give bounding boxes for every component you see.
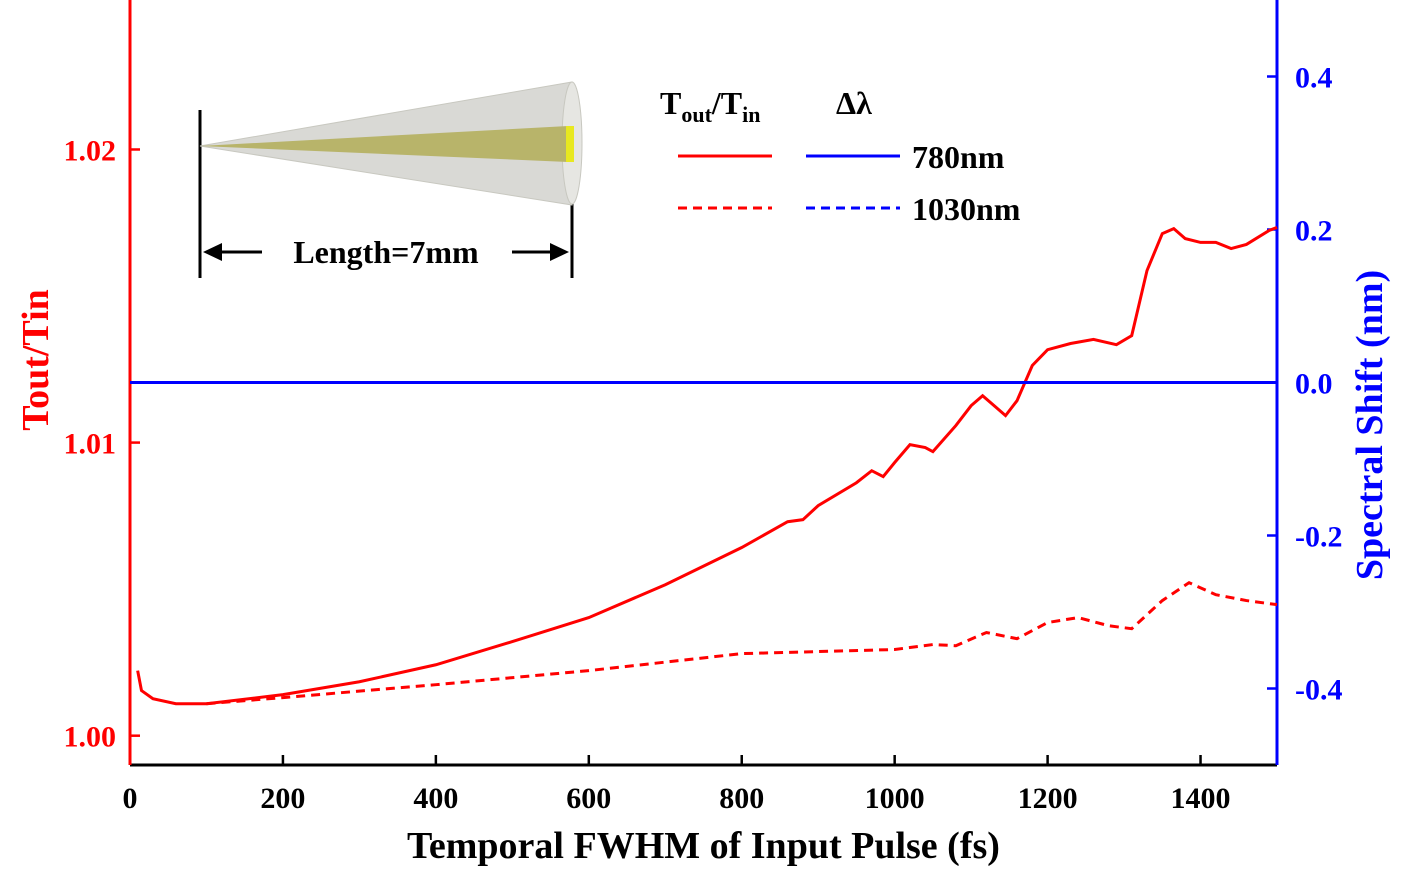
annotation: Length=7mm	[293, 234, 479, 270]
x-tick-label: 400	[413, 782, 458, 815]
series-line	[206, 580, 1278, 706]
inset-cone	[198, 81, 583, 278]
x-tick-label: 800	[719, 782, 764, 815]
y2-tick-label: 0.0	[1295, 368, 1333, 401]
y-axis-label: Tout/Tin	[15, 289, 57, 431]
legend-header-part: T	[660, 85, 681, 121]
series-line	[136, 226, 1278, 706]
x-tick-label: 200	[260, 782, 305, 815]
x-tick-label: 0	[123, 782, 138, 815]
y2-tick-label: 0.4	[1295, 62, 1333, 95]
legend-header: Δλ	[836, 85, 872, 121]
x-tick-label: 600	[566, 782, 611, 815]
legend-header: Tout/Tin	[660, 85, 761, 127]
y-tick-label: 1.00	[64, 721, 117, 754]
y-tick-label: 1.02	[64, 134, 117, 167]
x-axis-label: Temporal FWHM of Input Pulse (fs)	[407, 825, 1000, 867]
legend-label: 1030nm	[912, 191, 1021, 227]
y2-tick-label: 0.2	[1295, 215, 1333, 248]
x-tick-label: 1000	[865, 782, 925, 815]
legend-header-part: /T	[711, 85, 742, 121]
x-tick-label: 1400	[1171, 782, 1231, 815]
y2-axis-label: Spectral Shift (nm)	[1349, 270, 1391, 580]
legend-header-part: out	[681, 102, 712, 127]
y2-tick-label: -0.4	[1295, 674, 1343, 707]
x-tick-label: 1200	[1018, 782, 1078, 815]
legend-header-part: in	[742, 102, 760, 127]
y2-tick-label: -0.2	[1295, 521, 1343, 554]
y-tick-label: 1.01	[64, 428, 117, 461]
legend-label: 780nm	[912, 139, 1005, 175]
